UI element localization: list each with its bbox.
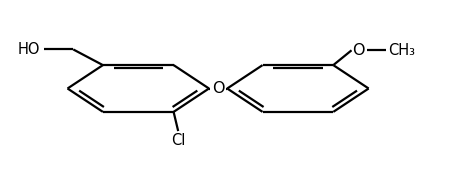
Text: HO: HO — [18, 42, 40, 57]
Text: Cl: Cl — [171, 133, 185, 148]
Text: O: O — [212, 81, 224, 96]
Text: O: O — [352, 43, 364, 58]
Text: CH₃: CH₃ — [388, 43, 415, 58]
